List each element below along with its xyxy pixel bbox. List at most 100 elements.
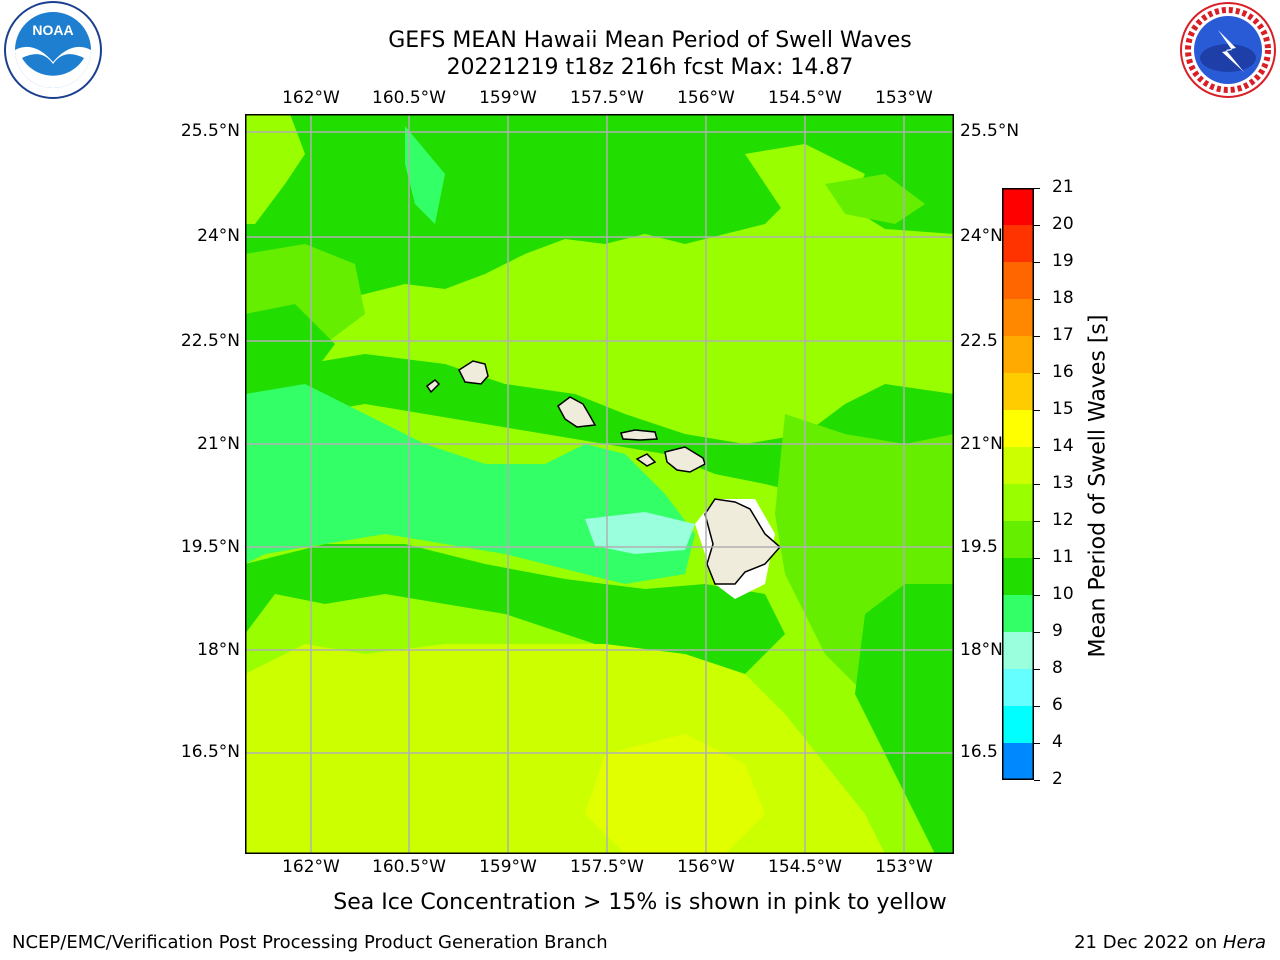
lon-label: 157.5°W: [570, 88, 644, 108]
lat-label: 16.5: [960, 742, 998, 762]
colorbar-tick-mark: [1034, 631, 1040, 633]
aqua-patch-north: [405, 126, 445, 224]
colorbar-tick-mark: [1034, 779, 1040, 781]
lon-label: 162°W: [282, 88, 340, 108]
lon-label: 154.5°W: [768, 857, 842, 877]
lat-label: 21°N: [960, 434, 1003, 454]
colorbar-tick-label: 19: [1052, 251, 1074, 271]
colorbar-segment: [1002, 595, 1034, 633]
lat-label: 25.5°N: [960, 121, 1020, 141]
lat-label: 16.5°N: [180, 742, 240, 762]
colorbar-tick-label: 9: [1052, 621, 1063, 641]
lat-label: 19.5: [960, 537, 998, 557]
colorbar-label: Mean Period of Swell Waves [s]: [1085, 314, 1111, 658]
colorbar-segment: [1002, 558, 1034, 596]
colorbar-tick-mark: [1034, 557, 1040, 559]
brightyellow-patch: [585, 734, 765, 854]
colorbar-tick-mark: [1034, 668, 1040, 670]
lon-label: 159°W: [479, 88, 537, 108]
lat-label: 18°N: [960, 640, 1003, 660]
colorbar-segment: [1002, 373, 1034, 411]
lon-label: 162°W: [282, 857, 340, 877]
colorbar-segment: [1002, 669, 1034, 707]
colorbar-tick-mark: [1034, 261, 1040, 263]
island-kahoolawe: [635, 453, 657, 467]
sea-ice-note: Sea Ice Concentration > 15% is shown in …: [333, 890, 947, 915]
green-band-central: [245, 354, 954, 544]
island-kauai: [458, 360, 489, 385]
colorbar-tick-label: 2: [1052, 769, 1063, 789]
colorbar-segment: [1002, 225, 1034, 263]
colorbar-tick-label: 17: [1052, 325, 1074, 345]
colorbar-tick-mark: [1034, 705, 1040, 707]
lat-label: 21°N: [197, 434, 240, 454]
green-band-south: [245, 544, 785, 674]
noaa-logo: NOAA: [2, 0, 104, 100]
colorbar-tick-label: 13: [1052, 473, 1074, 493]
lat-label: 24°N: [960, 226, 1003, 246]
colorbar-segment: [1002, 410, 1034, 448]
colorbar-tick-mark: [1034, 372, 1040, 374]
island-niihau: [425, 379, 441, 394]
colorbar-tick-mark: [1034, 335, 1040, 337]
colorbar-segment: [1002, 706, 1034, 744]
lon-label: 153°W: [875, 857, 933, 877]
lon-label: 153°W: [875, 88, 933, 108]
cyan-patch: [585, 512, 695, 554]
colorbar-tick-label: 15: [1052, 399, 1074, 419]
colorbar-segment: [1002, 336, 1034, 374]
chart-subtitle: 20221219 t18z 216h fcst Max: 14.87: [446, 55, 854, 80]
colorbar-segment: [1002, 743, 1034, 781]
map-frame: [245, 114, 954, 854]
colorbar-tick-label: 11: [1052, 547, 1074, 567]
footer-date: 21 Dec 2022 on Hera: [1074, 932, 1266, 953]
colorbar-tick-label: 18: [1052, 288, 1074, 308]
colorbar-tick-mark: [1034, 298, 1040, 300]
colorbar-tick-mark: [1034, 446, 1040, 448]
colorbar-tick-label: 8: [1052, 658, 1063, 678]
colorbar: [1002, 188, 1034, 781]
colorbar-frame: [1002, 188, 1034, 780]
lat-label: 25.5°N: [180, 121, 240, 141]
lightgreen-patch-ne: [825, 174, 925, 224]
colorbar-tick-label: 6: [1052, 695, 1063, 715]
lon-label: 157.5°W: [570, 857, 644, 877]
lat-label: 22.5: [960, 331, 998, 351]
lon-label: 154.5°W: [768, 88, 842, 108]
footer-date-text: 21 Dec 2022 on: [1074, 932, 1223, 953]
footer-machine: Hera: [1222, 932, 1266, 953]
island-maui: [664, 446, 706, 473]
colorbar-segment: [1002, 632, 1034, 670]
colorbar-segment: [1002, 262, 1034, 300]
lon-label: 156°W: [677, 857, 735, 877]
lat-label: 18°N: [197, 640, 240, 660]
colorbar-segment: [1002, 521, 1034, 559]
colorbar-tick-label: 10: [1052, 584, 1074, 604]
noaa-logo-text: NOAA: [32, 22, 73, 38]
yellowgreen-region-nw: [245, 114, 305, 224]
map-panel[interactable]: [245, 114, 954, 854]
colorbar-tick-label: 21: [1052, 177, 1074, 197]
footer-branch: NCEP/EMC/Verification Post Processing Pr…: [12, 932, 608, 953]
colorbar-tick-label: 14: [1052, 436, 1074, 456]
colorbar-tick-mark: [1034, 520, 1040, 522]
colorbar-segment: [1002, 447, 1034, 485]
lon-label: 159°W: [479, 857, 537, 877]
aqua-region: [245, 384, 695, 584]
colorbar-segment: [1002, 484, 1034, 522]
lat-label: 24°N: [197, 226, 240, 246]
colorbar-tick-label: 20: [1052, 214, 1074, 234]
graticule: [245, 114, 954, 854]
colorbar-tick-label: 12: [1052, 510, 1074, 530]
colorbar-tick-mark: [1034, 224, 1040, 226]
colorbar-tick-mark: [1034, 187, 1040, 189]
colorbar-tick-mark: [1034, 594, 1040, 596]
lon-label: 160.5°W: [372, 857, 446, 877]
lon-label: 160.5°W: [372, 88, 446, 108]
island-oahu: [557, 396, 597, 428]
lat-label: 22.5°N: [180, 331, 240, 351]
lat-label: 19.5°N: [180, 537, 240, 557]
island-hawaii: [704, 498, 782, 585]
nws-logo: [1178, 0, 1278, 100]
colorbar-tick-label: 16: [1052, 362, 1074, 382]
